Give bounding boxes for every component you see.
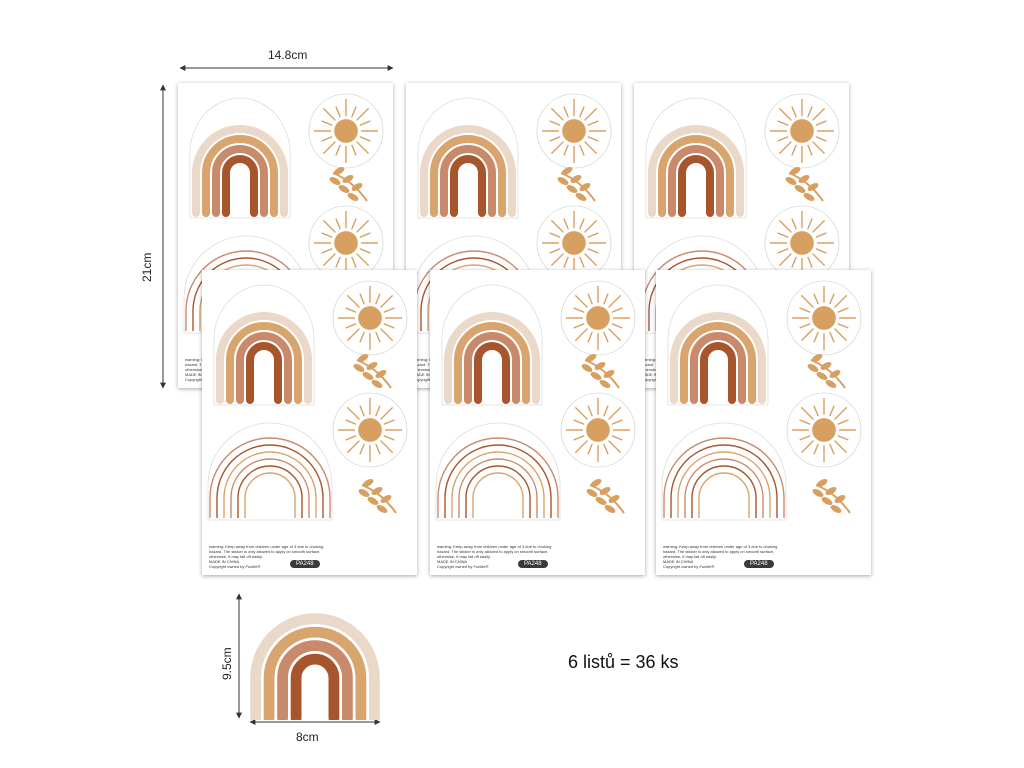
sheet-warning: warning: Keep away from children under a… [437, 544, 552, 569]
product-code: PA248 [518, 560, 548, 568]
sticker-sheet: warning: Keep away from children under a… [178, 83, 393, 388]
sticker-width-label: 8cm [296, 730, 319, 744]
product-code: PA248 [744, 560, 774, 568]
quantity-caption: 6 listů = 36 ks [568, 652, 679, 672]
sticker-sheet: warning: Keep away from children under a… [656, 270, 871, 575]
sheet-warning: warning: Keep away from children under a… [663, 544, 778, 569]
sticker-sheet: warning: Keep away from children under a… [430, 270, 645, 575]
rainbow-sticker-sample [250, 613, 380, 720]
sheet-width-label: 14.8cm [268, 48, 308, 62]
product-code: PA248 [290, 560, 320, 568]
sticker-sheet: warning: Keep away from children under a… [202, 270, 417, 575]
sheet-warning: warning: Keep away from children under a… [209, 544, 324, 569]
sheet-height-label: 21cm [140, 252, 154, 282]
sticker-height-label: 9.5cm [220, 647, 234, 680]
